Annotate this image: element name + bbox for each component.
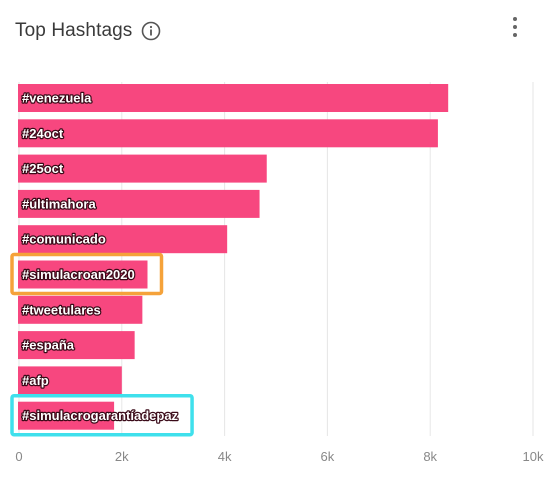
bar[interactable] <box>18 189 260 218</box>
bar-label: #24oct <box>22 126 64 141</box>
bar[interactable] <box>18 401 115 430</box>
x-tick-label: 4k <box>218 449 232 464</box>
bar[interactable] <box>18 119 438 148</box>
bar-label: #tweetulares <box>22 302 101 317</box>
bar[interactable] <box>18 331 135 360</box>
bar-label: #españa <box>22 338 75 353</box>
bar-label: #últimahora <box>22 196 96 211</box>
bar[interactable] <box>18 84 449 112</box>
bar-label: #25oct <box>22 161 64 176</box>
x-tick-label: 8k <box>423 449 437 464</box>
info-circle-icon[interactable] <box>141 21 161 41</box>
bar[interactable] <box>18 154 267 183</box>
x-tick-label: 10k <box>523 449 544 464</box>
highlight-box <box>10 252 164 296</box>
chart-header: Top Hashtags <box>15 16 161 46</box>
bar[interactable] <box>18 366 122 395</box>
bar-label: #simulacrogarantíadepaz <box>22 408 179 423</box>
x-tick-label: 2k <box>115 449 129 464</box>
bar[interactable] <box>18 225 228 254</box>
kebab-menu-icon[interactable] <box>508 14 522 40</box>
bar-label: #simulacroan2020 <box>22 267 135 282</box>
bar[interactable] <box>18 260 148 289</box>
chart-title: Top Hashtags <box>15 20 133 41</box>
bar-label: #comunicado <box>22 232 106 247</box>
bar[interactable] <box>18 295 143 324</box>
x-tick-label: 0 <box>15 449 22 464</box>
highlight-box <box>10 393 194 437</box>
bar-label: #afp <box>22 373 49 388</box>
bar-label: #venezuela <box>22 91 92 106</box>
x-tick-label: 6k <box>321 449 335 464</box>
